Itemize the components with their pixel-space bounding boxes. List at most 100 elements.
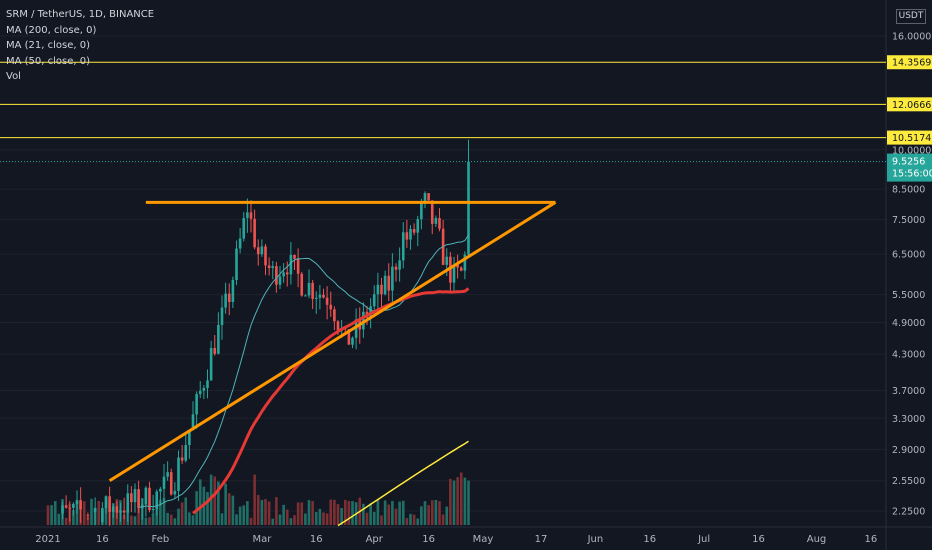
candle-body: [427, 193, 430, 201]
candle-body: [231, 280, 235, 302]
candle-body: [130, 493, 133, 503]
volume-bar: [289, 518, 293, 525]
volume-bar: [53, 501, 57, 525]
candle-body: [391, 266, 394, 291]
volume-bar: [278, 514, 282, 525]
candle-body: [159, 488, 162, 492]
candle-body: [122, 510, 126, 513]
countdown-label: 15:56:00: [892, 169, 932, 180]
volume-bar: [322, 512, 325, 525]
volume-bar: [456, 477, 459, 525]
candle-body: [79, 500, 82, 510]
volume-bar: [416, 518, 420, 525]
candle-body: [180, 457, 184, 461]
price-tick-label: 16.0000: [892, 32, 931, 43]
level-tag-label: 10.5174: [892, 133, 931, 144]
volume-bar: [365, 512, 369, 525]
price-tick-label: 2.5500: [892, 476, 925, 487]
volume-bar: [467, 480, 470, 525]
volume-bar: [144, 517, 148, 525]
candle-body: [376, 284, 380, 295]
candle-body: [75, 500, 79, 504]
candle-body: [434, 218, 438, 224]
volume-bar: [238, 506, 242, 525]
volume-bar: [412, 514, 416, 525]
volume-bar: [242, 505, 246, 525]
candle-body: [282, 272, 285, 277]
volume-bar: [267, 501, 271, 525]
time-tick-label: 16: [310, 534, 323, 545]
currency-label[interactable]: USDT: [896, 9, 926, 24]
candle-body: [267, 265, 271, 269]
candle-body: [333, 309, 336, 322]
volume-bar: [463, 477, 467, 525]
volume-bar: [441, 514, 445, 525]
candle-body: [144, 487, 148, 505]
time-tick-label: 2021: [35, 534, 60, 545]
volume-bar: [445, 506, 449, 525]
volume-bar: [180, 502, 184, 525]
volume-bar: [329, 499, 333, 525]
candle-body: [325, 297, 329, 305]
candle-body: [296, 258, 300, 274]
level-tag: [887, 55, 932, 70]
candle-body: [405, 232, 409, 240]
volume-bar: [387, 504, 391, 525]
candle-body: [289, 254, 293, 275]
candle-body: [398, 260, 401, 270]
candle-body: [285, 272, 289, 275]
candle-body: [459, 267, 463, 271]
volume-bar: [293, 515, 296, 525]
candle-body: [220, 307, 224, 325]
volume-bar: [275, 497, 278, 525]
price-tick-label: 8.5000: [892, 185, 925, 196]
volume-bar: [130, 515, 133, 525]
candle-body: [329, 304, 333, 310]
candle-body: [72, 503, 75, 508]
volume-bar: [162, 497, 166, 525]
volume-bar: [398, 501, 401, 525]
candle-body: [235, 248, 238, 281]
candle-body: [111, 506, 115, 512]
time-tick-label: Jun: [587, 534, 604, 545]
candle-body: [133, 489, 137, 503]
volume-bar: [256, 494, 260, 525]
volume-bar: [427, 505, 430, 525]
candle-body: [195, 394, 198, 415]
volume-bar: [97, 500, 101, 525]
volume-bar: [369, 503, 372, 525]
candle-body: [380, 284, 383, 295]
volume-bar: [372, 511, 376, 525]
volume-bar: [90, 498, 93, 525]
candle-body: [198, 390, 202, 395]
candle-body: [456, 264, 459, 268]
last-price-tag: [887, 153, 932, 182]
volume-bar: [246, 501, 249, 525]
candle-body: [409, 229, 412, 240]
candle-body: [173, 490, 177, 495]
candle-body: [260, 246, 264, 255]
candle-body: [420, 203, 423, 220]
candle-body: [137, 489, 140, 508]
candle-body: [387, 275, 391, 291]
ma21-line: [138, 234, 469, 508]
candle-body: [68, 507, 72, 509]
candle-body: [314, 297, 318, 299]
candle-body: [61, 505, 64, 514]
volume-bar: [347, 500, 351, 525]
volume-bar: [459, 472, 463, 525]
candle-body: [318, 294, 322, 298]
time-tick-label: Mar: [252, 534, 272, 545]
volume-bar: [394, 508, 398, 525]
volume-bar: [253, 474, 256, 525]
volume-bar: [64, 517, 68, 525]
candle-body: [148, 487, 151, 511]
volume-bar: [133, 516, 137, 525]
candle-body: [101, 508, 104, 523]
volume-bar: [213, 476, 217, 525]
volume-bar: [260, 499, 264, 525]
time-tick-label: 17: [535, 534, 548, 545]
volume-bar: [220, 513, 224, 525]
volume-bar: [300, 502, 304, 525]
